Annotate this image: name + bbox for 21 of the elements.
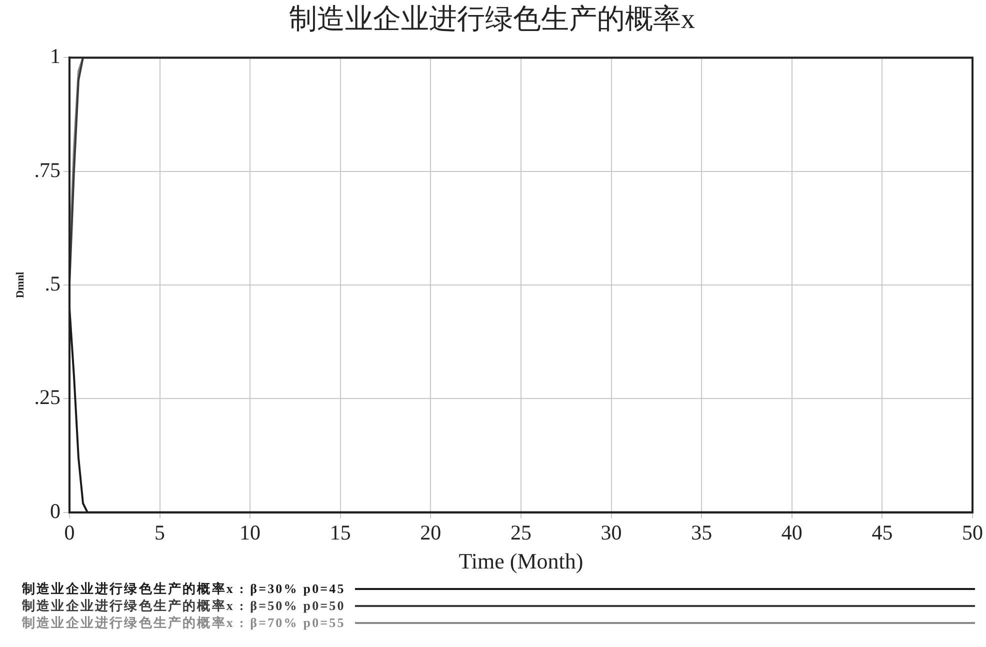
x-tick-label: 5	[154, 520, 166, 545]
x-tick-label: 40	[781, 520, 802, 545]
x-tick-label: 30	[600, 520, 622, 545]
x-axis-title: Time (Month)	[458, 548, 584, 574]
y-tick-label: .75	[34, 158, 60, 182]
text: 制造业企业进行绿色生产的概率x : β=30% p0=45	[22, 580, 346, 598]
text: 制造业企业进行绿色生产的概率x : β=50% p0=50	[22, 596, 346, 614]
x-tick-label: 35	[691, 520, 712, 545]
y-axis-title: Dmnl	[14, 272, 26, 298]
x-tick-label: 10	[240, 520, 261, 545]
y-tick-label: 1	[50, 44, 60, 68]
x-tick-label: 45	[872, 520, 893, 545]
chart-title: 制造业企业进行绿色生产的概率x	[289, 4, 695, 36]
y-tick-label: 0	[50, 498, 60, 523]
x-tick-label: 15	[330, 520, 351, 545]
y-tick-label: .25	[34, 385, 60, 410]
text: 制造业企业进行绿色生产的概率x : β=70% p0=55	[22, 614, 346, 632]
y-tick-label: .5	[44, 272, 60, 296]
x-tick-label: 50	[962, 520, 983, 545]
x-tick-label: 20	[420, 520, 442, 545]
x-tick-label: 25	[510, 520, 532, 545]
